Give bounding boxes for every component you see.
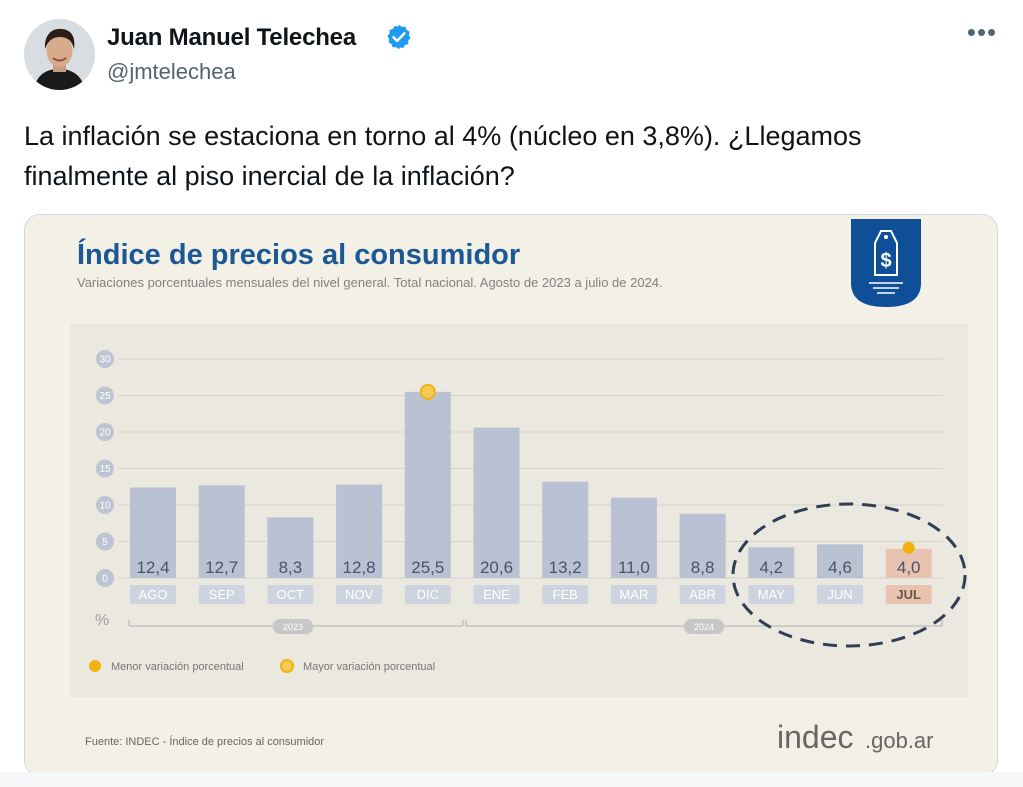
y-tick-badge — [96, 532, 114, 551]
category-pill — [198, 585, 245, 604]
category-pill — [267, 585, 314, 604]
legend-min-label: Menor variación porcentual — [111, 661, 244, 673]
category-pill — [679, 585, 726, 604]
inflation-chart: Índice de precios al consumidor Variacio… — [25, 215, 997, 775]
bar-jun — [817, 544, 863, 578]
more-dots-icon[interactable]: ••• — [966, 17, 998, 47]
category-pill — [748, 585, 795, 604]
y-tick-badge — [96, 350, 114, 368]
y-tick-badge — [96, 423, 114, 441]
category-label: SEP — [209, 587, 235, 602]
bar-dic — [404, 391, 451, 578]
chart-subtitle: Variaciones porcentuales mensuales del n… — [77, 275, 663, 290]
y-tick-label: 30 — [99, 355, 111, 366]
legend-min-marker — [89, 660, 101, 672]
avatar-photo — [24, 19, 95, 90]
category-label: AGO — [139, 587, 168, 602]
y-tick-label: 10 — [99, 501, 111, 512]
author-handle[interactable]: @jmtelechea — [107, 59, 236, 84]
y-tick-badge — [96, 459, 114, 478]
y-tick-badge — [96, 496, 114, 514]
category-label: JUL — [896, 587, 921, 602]
bar-feb — [542, 481, 589, 578]
bottom-divider — [0, 772, 1023, 787]
y-tick-label: 15 — [99, 464, 111, 475]
chart-source: Fuente: INDEC - Índice de precios al con… — [85, 735, 324, 748]
value-label: 11,0 — [618, 558, 650, 577]
value-label: 12,7 — [205, 558, 238, 577]
category-label: ENE — [483, 587, 510, 602]
category-label: ABR — [689, 587, 716, 602]
year-label-2024: 2024 — [694, 622, 714, 632]
bar-ene — [473, 427, 520, 578]
category-label: MAY — [758, 587, 786, 602]
category-label: NOV — [345, 587, 374, 602]
value-label: 13,2 — [549, 558, 582, 577]
bar-ago — [130, 487, 176, 578]
category-pill — [336, 585, 383, 604]
category-label: JUN — [827, 587, 852, 602]
category-pill — [473, 585, 520, 604]
value-label: 4,6 — [828, 558, 852, 577]
bar-abr — [679, 513, 726, 578]
y-tick-badge — [96, 386, 114, 405]
bar-nov — [336, 484, 383, 578]
value-label: 4,0 — [897, 558, 921, 577]
price-tag-dollar-icon: $ — [851, 219, 921, 307]
legend-max-label: Mayor variación porcentual — [303, 661, 435, 673]
category-pill — [817, 585, 863, 604]
max-marker — [419, 383, 436, 400]
unit-label: % — [95, 612, 109, 629]
y-tick-label: 25 — [99, 391, 111, 402]
value-label: 25,5 — [411, 558, 444, 577]
category-label: MAR — [619, 587, 648, 602]
y-tick-label: 20 — [99, 428, 111, 439]
highlight-ellipse — [731, 502, 967, 648]
category-label: FEB — [553, 587, 578, 602]
verified-badge-icon — [387, 24, 411, 50]
value-label: 12,4 — [136, 558, 169, 577]
category-pill — [885, 585, 932, 604]
svg-text:$: $ — [880, 250, 891, 272]
category-pill — [404, 585, 451, 604]
author-name[interactable]: Juan Manuel Telechea — [107, 24, 356, 51]
min-marker — [902, 541, 915, 554]
value-label: 8,8 — [691, 558, 715, 577]
value-label: 4,2 — [759, 558, 783, 577]
category-pill — [610, 585, 657, 604]
tweet-text: La inflación se estaciona en torno al 4%… — [24, 121, 862, 191]
bar-sep — [198, 485, 245, 578]
y-tick-badge — [96, 569, 114, 587]
category-pill — [130, 585, 176, 604]
category-label: OCT — [277, 587, 305, 602]
bar-oct — [267, 517, 314, 578]
value-label: 20,6 — [480, 558, 513, 577]
bar-mar — [610, 497, 657, 578]
y-tick-label: 5 — [102, 537, 108, 548]
category-label: DIC — [417, 587, 439, 602]
value-label: 12,8 — [343, 558, 376, 577]
value-label: 8,3 — [279, 558, 303, 577]
tweet-media-image[interactable]: Índice de precios al consumidor Variacio… — [24, 214, 998, 776]
indec-logo-text: indec — [777, 719, 854, 755]
indec-logo-suffix: .gob.ar — [865, 728, 934, 753]
legend-max-marker — [280, 659, 294, 673]
bar-may — [748, 547, 795, 578]
avatar[interactable] — [24, 19, 95, 90]
y-tick-label: 0 — [102, 574, 108, 585]
chart-title: Índice de precios al consumidor — [77, 237, 520, 271]
category-pill — [542, 585, 589, 604]
year-label-2023: 2023 — [283, 622, 303, 632]
